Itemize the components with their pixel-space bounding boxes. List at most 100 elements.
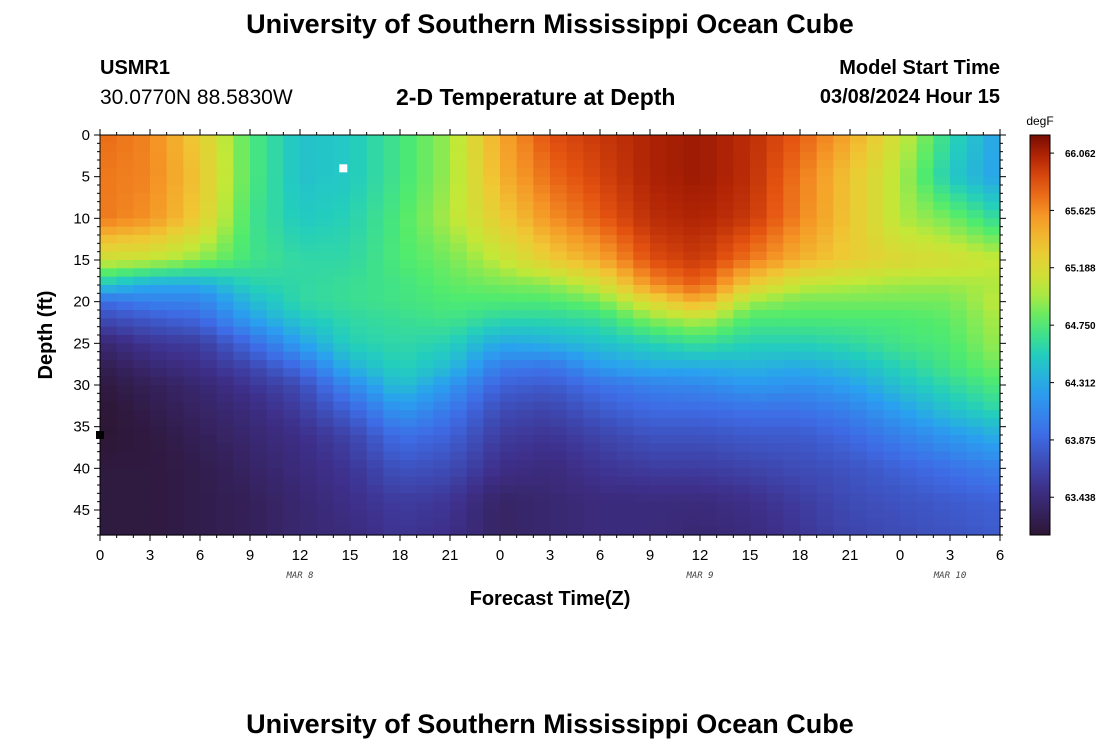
- heatmap-cell: [150, 485, 168, 494]
- heatmap-cell: [150, 226, 168, 236]
- heatmap-cell: [216, 143, 234, 153]
- heatmap-cell: [916, 376, 934, 386]
- heatmap-cell: [500, 526, 518, 536]
- heatmap-cell: [416, 393, 434, 403]
- heatmap-cell: [200, 326, 218, 336]
- heatmap-cell: [433, 335, 451, 344]
- heatmap-cell: [516, 185, 534, 194]
- heatmap-cell: [550, 493, 568, 503]
- heatmap-cell: [300, 435, 318, 444]
- heatmap-cell: [750, 493, 768, 503]
- heatmap-cell: [900, 393, 918, 403]
- heatmap-cell: [950, 476, 968, 486]
- heatmap-cell: [400, 276, 418, 286]
- heatmap-cell: [783, 468, 801, 478]
- heatmap-cell: [633, 268, 651, 278]
- heatmap-cell: [733, 360, 751, 369]
- heatmap-cell: [500, 435, 518, 444]
- heatmap-cell: [333, 210, 351, 219]
- heatmap-cell: [933, 510, 951, 519]
- heatmap-cell: [983, 168, 1001, 178]
- heatmap-cell: [166, 476, 184, 486]
- heatmap-cell: [416, 376, 434, 386]
- heatmap-cell: [933, 160, 951, 169]
- heatmap-cell: [100, 435, 118, 444]
- heatmap-cell: [333, 426, 351, 436]
- heatmap-cell: [450, 451, 468, 461]
- heatmap-cell: [650, 293, 668, 303]
- heatmap-cell: [116, 318, 134, 328]
- heatmap-cell: [166, 343, 184, 353]
- heatmap-cell: [566, 401, 584, 411]
- heatmap-cell: [400, 468, 418, 478]
- heatmap-cell: [700, 485, 718, 494]
- heatmap-cell: [600, 335, 618, 344]
- heatmap-cell: [366, 418, 384, 428]
- heatmap-cell: [850, 135, 868, 144]
- heatmap-cell: [583, 385, 601, 394]
- heatmap-cell: [366, 143, 384, 153]
- heatmap-cell: [450, 526, 468, 536]
- heatmap-cell: [600, 251, 618, 261]
- heatmap-cell: [233, 226, 251, 236]
- heatmap-cell: [583, 268, 601, 278]
- heatmap-cell: [816, 418, 834, 428]
- heatmap-cell: [933, 260, 951, 269]
- heatmap-cell: [983, 376, 1001, 386]
- heatmap-cell: [466, 343, 484, 353]
- heatmap-cell: [333, 410, 351, 419]
- heatmap-cell: [650, 468, 668, 478]
- heatmap-cell: [900, 185, 918, 194]
- heatmap-cell: [350, 393, 368, 403]
- heatmap-cell: [933, 135, 951, 144]
- heatmap-cell: [383, 276, 401, 286]
- heatmap-cell: [483, 185, 501, 194]
- heatmap-cell: [266, 368, 284, 378]
- heatmap-cell: [216, 268, 234, 278]
- heatmap-cell: [750, 468, 768, 478]
- heatmap-cell: [900, 151, 918, 161]
- heatmap-cell: [516, 493, 534, 503]
- heatmap-cell: [200, 501, 218, 511]
- x-tick-label: 0: [96, 547, 104, 564]
- heatmap-cell: [783, 343, 801, 353]
- heatmap-cell: [416, 276, 434, 286]
- heatmap-cell: [666, 135, 684, 144]
- heatmap-cell: [300, 401, 318, 411]
- heatmap-cell: [333, 460, 351, 469]
- heatmap-cell: [383, 451, 401, 461]
- heatmap-cell: [350, 343, 368, 353]
- heatmap-cell: [416, 201, 434, 211]
- heatmap-cell: [883, 301, 901, 311]
- heatmap-cell: [216, 468, 234, 478]
- heatmap-cell: [600, 210, 618, 219]
- heatmap-cell: [200, 201, 218, 211]
- heatmap-cell: [916, 335, 934, 344]
- heatmap-cell: [800, 476, 818, 486]
- heatmap-cell: [266, 168, 284, 178]
- heatmap-cell: [766, 176, 784, 186]
- heatmap-cell: [100, 193, 118, 203]
- heatmap-cell: [183, 360, 201, 369]
- heatmap-cell: [916, 176, 934, 186]
- heatmap-cell: [633, 301, 651, 311]
- heatmap-cell: [583, 226, 601, 236]
- heatmap-cell: [900, 326, 918, 336]
- heatmap-cell: [133, 293, 151, 303]
- heatmap-cell: [933, 426, 951, 436]
- heatmap-cell: [650, 401, 668, 411]
- heatmap-cell: [450, 235, 468, 244]
- heatmap-cell: [300, 451, 318, 461]
- heatmap-cell: [633, 385, 651, 394]
- heatmap-cell: [716, 168, 734, 178]
- heatmap-cell: [900, 351, 918, 361]
- heatmap-cell: [616, 268, 634, 278]
- heatmap-cell: [616, 226, 634, 236]
- heatmap-cell: [816, 310, 834, 319]
- heatmap-cell: [783, 193, 801, 203]
- heatmap-cell: [750, 476, 768, 486]
- heatmap-cell: [833, 426, 851, 436]
- heatmap-cell: [116, 526, 134, 536]
- heatmap-cell: [333, 226, 351, 236]
- heatmap-cell: [816, 351, 834, 361]
